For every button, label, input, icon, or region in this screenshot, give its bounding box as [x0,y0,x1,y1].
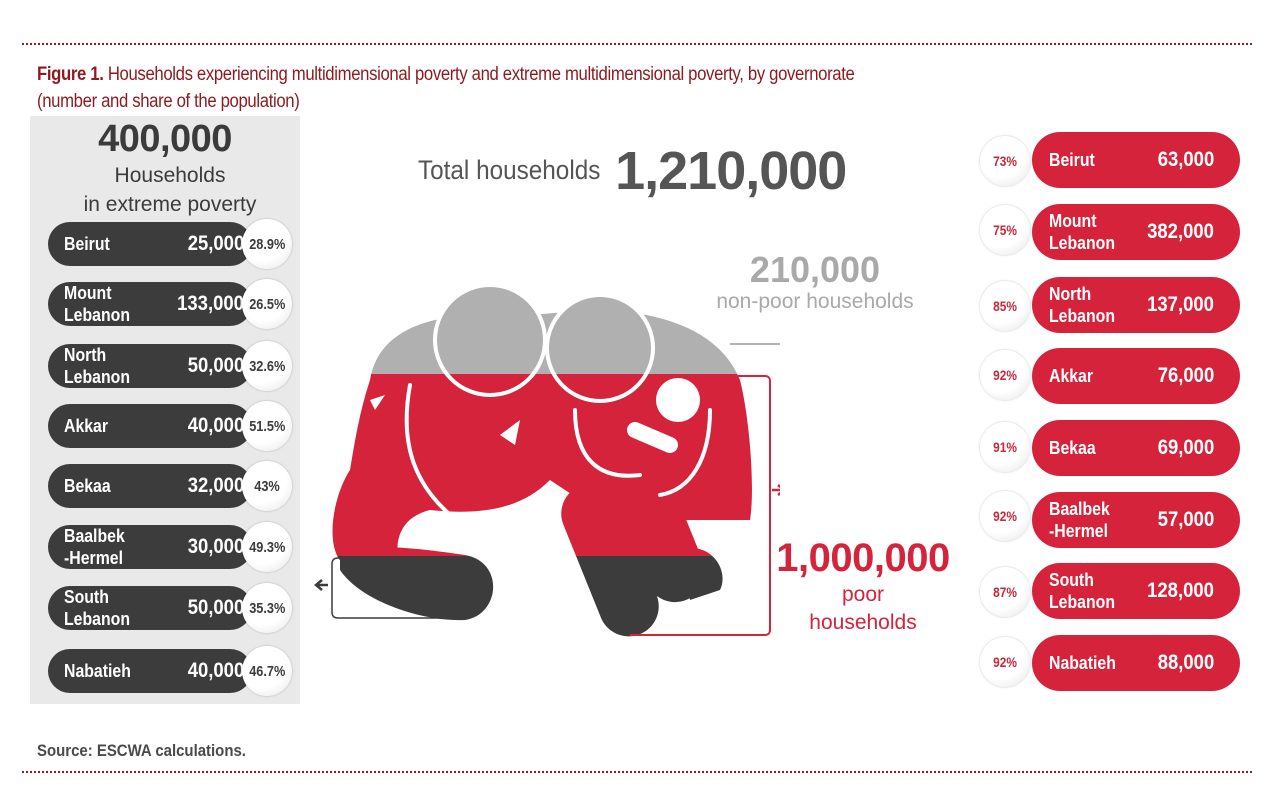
poverty-row-bekaa: Bekaa 69,000 [1032,420,1240,476]
figure-title-line2: (number and share of the population) [37,91,300,112]
extreme-row-nabatieh: Nabatieh 40,000 [48,649,252,693]
governorate-name: Beirut [1049,150,1095,170]
extreme-row-mount-lebanon: Mount Lebanon 133,000 [48,282,252,326]
governorate-name-2: Lebanon [64,367,130,387]
household-count: 88,000 [1157,651,1214,674]
governorate-name: Bekaa [64,476,111,496]
governorate-name-2: Lebanon [1049,592,1115,612]
governorate-name: South [1049,570,1094,590]
extreme-share-badge: 26.5% [242,279,292,329]
poverty-share-badge: 85% [980,281,1030,331]
household-count: 57,000 [1157,508,1214,531]
extreme-share-badge: 28.9% [242,219,292,269]
household-count: 137,000 [1147,293,1214,316]
non-poor-households: 210,000 non-poor households [700,250,930,314]
poverty-row-akkar: Akkar 76,000 [1032,348,1240,404]
extreme-row-south-lebanon: South Lebanon 50,000 [48,586,252,630]
extreme-share-badge: 32.6% [242,341,292,391]
household-count: 133,000 [177,292,244,315]
extreme-poverty-label-1: Households [114,164,226,187]
extreme-poverty-label-2: in extreme poverty [83,193,257,216]
non-poor-label: non-poor households [716,290,914,313]
governorate-name: Bekaa [1049,438,1096,458]
total-households: Total households 1,210,000 [418,140,847,202]
poverty-row-nabatieh: Nabatieh 88,000 [1032,635,1240,691]
governorate-name: Beirut [64,234,110,254]
extreme-row-akkar: Akkar 40,000 [48,404,252,448]
figure-label: Figure 1. [37,64,104,85]
household-count: 40,000 [187,659,244,682]
household-count: 30,000 [187,535,244,558]
poverty-share-badge: 75% [980,205,1030,255]
poverty-share-badge: 73% [980,136,1030,186]
poverty-row-south-lebanon: South Lebanon 128,000 [1032,563,1240,619]
governorate-name-2: Lebanon [64,609,130,629]
household-count: 76,000 [1157,364,1214,387]
governorate-name-2: -Hermel [64,548,123,568]
household-count: 25,000 [187,232,244,255]
extreme-share-badge: 49.3% [242,522,292,572]
poverty-share-badge: 92% [980,350,1030,400]
family-illustration [314,283,780,640]
poverty-row-north-lebanon: North Lebanon 137,000 [1032,277,1240,333]
governorate-name-2: -Hermel [1049,521,1108,541]
poverty-share-badge: 92% [980,491,1030,541]
extreme-share-badge: 51.5% [242,401,292,451]
poverty-row-baalbek-hermel: Baalbek -Hermel 57,000 [1032,492,1240,548]
governorate-name: Mount [1049,211,1097,231]
top-divider [22,43,1252,45]
governorate-name: Nabatieh [1049,653,1116,673]
poor-label-2: households [809,611,917,634]
governorate-name: North [64,345,107,365]
governorate-name: South [64,587,109,607]
bottom-divider [22,771,1252,773]
governorate-name: Akkar [64,416,109,436]
household-count: 382,000 [1147,220,1214,243]
poverty-share-badge: 87% [980,567,1030,617]
figure-title: Figure 1. Households experiencing multid… [37,61,1005,115]
household-count: 63,000 [1157,148,1214,171]
extreme-row-bekaa: Bekaa 32,000 [48,464,252,508]
poor-value: 1,000,000 [776,536,950,580]
extreme-share-badge: 35.3% [242,583,292,633]
governorate-name: Mount [64,283,112,303]
poor-label-1: poor [841,583,885,606]
extreme-poverty-total: 400,000 [98,118,232,160]
household-count: 50,000 [187,596,244,619]
household-count: 32,000 [187,474,244,497]
governorate-name: North [1049,284,1092,304]
extreme-share-badge: 46.7% [242,646,292,696]
poor-households: 1,000,000 poor households [772,535,954,637]
extreme-row-beirut: Beirut 25,000 [48,222,252,266]
governorate-name: Nabatieh [64,661,131,681]
poverty-row-mount-lebanon: Mount Lebanon 382,000 [1032,204,1240,260]
governorate-name-2: Lebanon [64,305,130,325]
household-count: 50,000 [187,354,244,377]
extreme-row-north-lebanon: North Lebanon 50,000 [48,344,252,388]
governorate-name: Baalbek [64,526,125,546]
extreme-share-badge: 43% [242,461,292,511]
governorate-name-2: Lebanon [1049,306,1115,326]
extreme-row-baalbek-hermel: Baalbek -Hermel 30,000 [48,525,252,569]
governorate-name-2: Lebanon [1049,233,1115,253]
household-count: 128,000 [1147,579,1214,602]
household-count: 69,000 [1157,436,1214,459]
source-note: Source: ESCWA calculations. [37,741,246,760]
poverty-share-badge: 91% [980,422,1030,472]
figure-title-line1: Households experiencing multidimensional… [103,64,855,85]
total-households-value: 1,210,000 [615,141,847,201]
poverty-row-beirut: Beirut 63,000 [1032,132,1240,188]
governorate-name: Akkar [1049,366,1094,386]
total-households-label: Total households [418,155,601,185]
household-count: 40,000 [187,414,244,437]
non-poor-value: 210,000 [749,249,881,290]
poverty-share-badge: 92% [980,637,1030,687]
extreme-poverty-panel: 400,000 Households in extreme poverty Be… [30,116,300,704]
governorate-name: Baalbek [1049,499,1110,519]
